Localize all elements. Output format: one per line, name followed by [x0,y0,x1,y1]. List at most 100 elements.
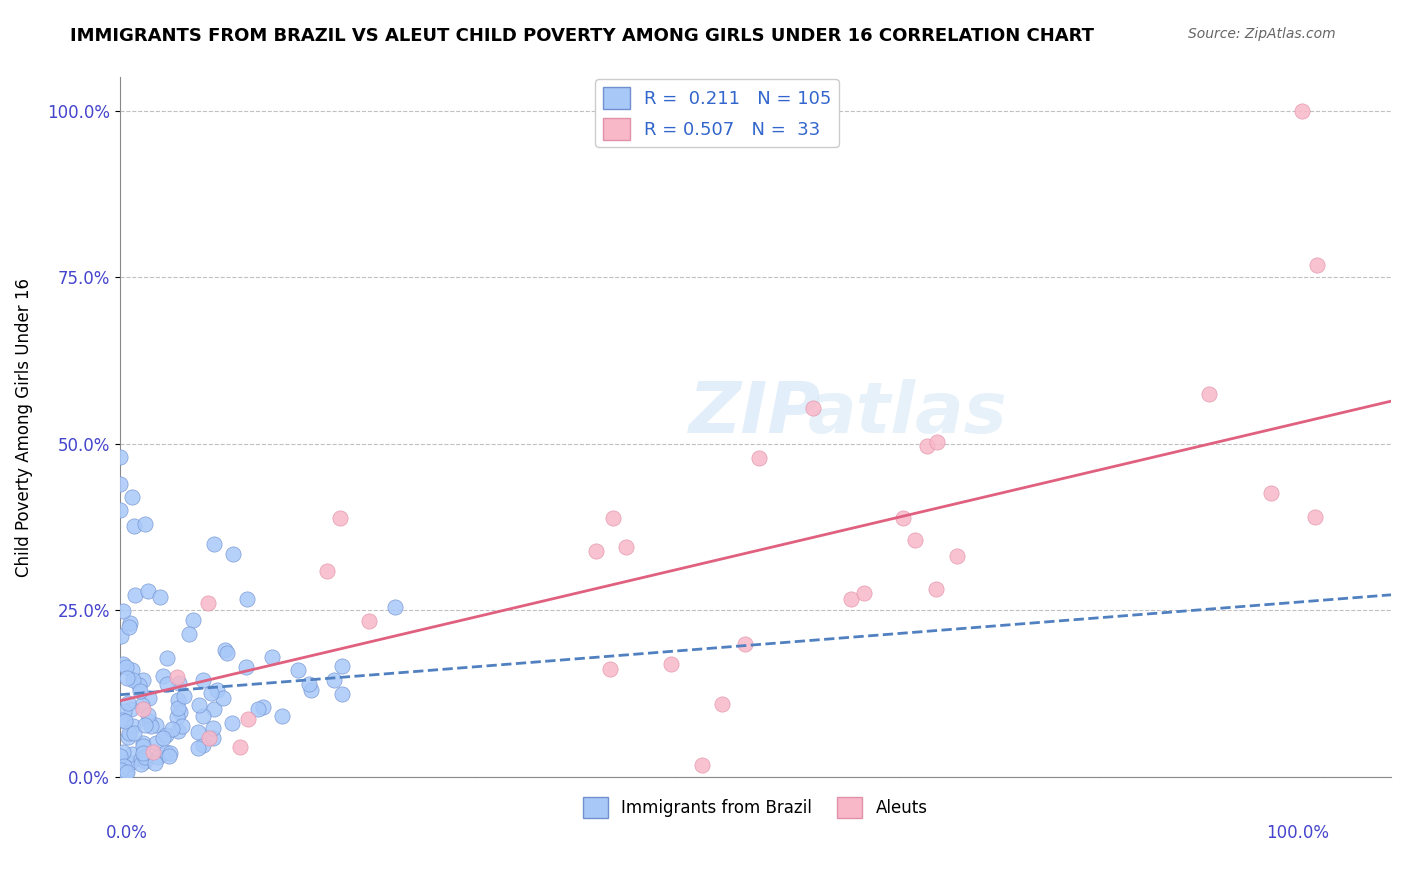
Point [110,763,132,777]
Point [129,757,152,772]
Point [236,712,259,726]
Point [120,756,142,770]
Text: atlas: atlas [808,379,1008,448]
Point [124,588,146,602]
Point [853,586,876,600]
Point [134,750,156,764]
Point [247,702,270,716]
Point [155,745,177,759]
Point [801,401,824,415]
Point [1260,485,1282,500]
Point [152,669,174,683]
Point [299,682,322,697]
Point [112,605,135,619]
Point [252,699,274,714]
Point [167,723,190,738]
Point [177,627,200,641]
Point [207,683,229,698]
Point [891,510,914,524]
Point [115,660,138,674]
Point [602,510,624,524]
Point [202,731,225,746]
Point [112,759,135,773]
Text: 0.0%: 0.0% [105,824,148,842]
Text: ZIP: ZIP [689,379,821,448]
Point [599,662,621,676]
Point [108,503,131,517]
Point [121,719,143,733]
Text: IMMIGRANTS FROM BRAZIL VS ALEUT CHILD POVERTY AMONG GIRLS UNDER 16 CORRELATION C: IMMIGRANTS FROM BRAZIL VS ALEUT CHILD PO… [70,27,1094,45]
Point [121,490,143,504]
Point [167,676,190,690]
Point [170,719,193,733]
Point [155,728,177,742]
Point [134,516,156,531]
Point [166,670,188,684]
Point [131,673,153,687]
Point [156,651,179,665]
Point [145,718,167,732]
Point [166,693,188,707]
Point [734,637,756,651]
Point [384,600,406,615]
Point [1291,103,1313,118]
Point [111,713,134,727]
Point [108,450,131,464]
Point [157,748,180,763]
Point [131,698,153,713]
Point [111,745,134,759]
Point [148,750,170,764]
Point [134,718,156,732]
Point [1198,386,1220,401]
Text: Source: ZipAtlas.com: Source: ZipAtlas.com [1188,27,1336,41]
Point [925,582,948,596]
Point [193,738,215,752]
Point [112,704,135,718]
Point [121,663,143,677]
Point [114,766,136,780]
Point [118,726,141,740]
Point [1303,510,1326,524]
Point [134,754,156,768]
Point [839,591,862,606]
Point [169,705,191,719]
Point [149,590,172,604]
Point [1305,258,1327,272]
Point [115,764,138,779]
Point [330,659,353,673]
Point [118,620,141,634]
Point [110,629,132,643]
Point [222,547,245,561]
Y-axis label: Child Poverty Among Girls Under 16: Child Poverty Among Girls Under 16 [15,277,32,576]
Point [128,678,150,692]
Point [131,752,153,766]
Point [904,533,927,547]
Point [748,451,770,466]
Point [143,756,166,771]
Point [614,541,637,555]
Point [136,707,159,722]
Point [915,439,938,453]
Point [188,698,211,712]
Point [946,549,969,564]
Point [132,746,155,760]
Point [122,726,145,740]
Point [138,714,160,729]
Point [211,690,233,705]
Point [108,476,131,491]
Point [181,613,204,627]
Point [128,684,150,698]
Point [166,710,188,724]
Point [214,643,236,657]
Legend: Immigrants from Brazil, Aleuts: Immigrants from Brazil, Aleuts [576,791,934,824]
Point [117,671,139,685]
Point [228,739,250,754]
Point [202,721,225,735]
Point [198,731,221,745]
Point [114,714,136,728]
Point [357,614,380,628]
Point [111,657,134,671]
Point [122,673,145,687]
Point [131,735,153,749]
Point [132,739,155,754]
